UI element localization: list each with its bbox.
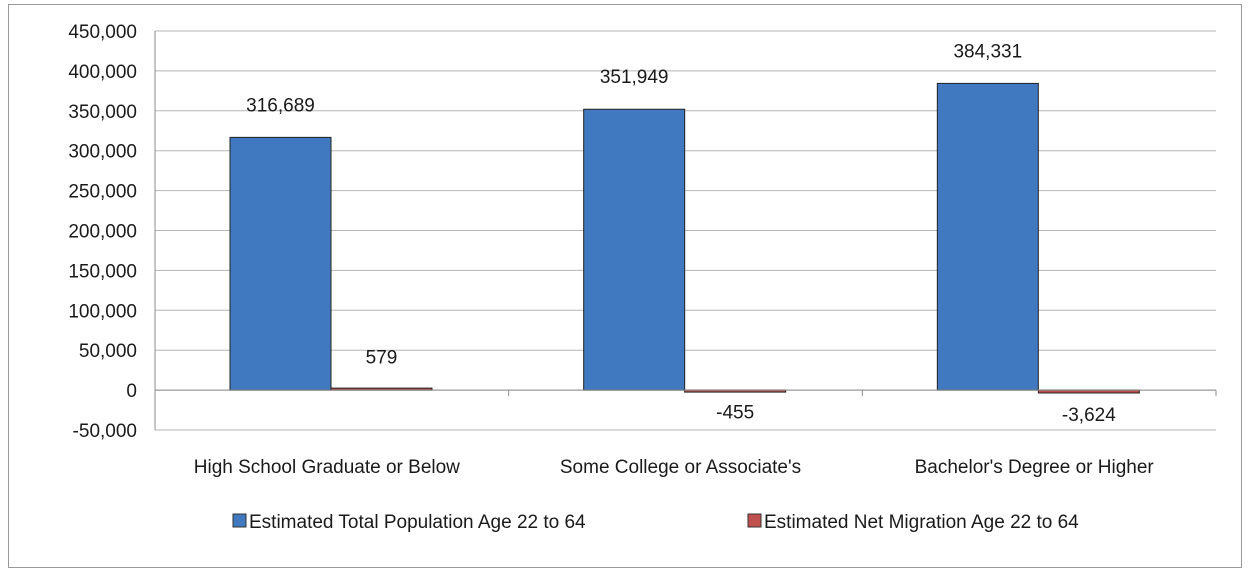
category-labels: High School Graduate or Below Some Colleg…: [194, 457, 1155, 478]
bars: [229, 82, 1140, 394]
data-label: 316,689: [246, 95, 315, 116]
legend: Estimated Total Population Age 22 to 64 E…: [232, 512, 1079, 533]
bar: [936, 82, 1039, 391]
y-tick-label: 250,000: [68, 182, 137, 203]
y-tick-label: 100,000: [68, 301, 137, 322]
y-tick-label: 0: [126, 381, 137, 402]
legend-swatch: [747, 513, 762, 528]
y-tick-label: 350,000: [68, 102, 137, 123]
y-tick-label: -50,000: [73, 421, 137, 442]
legend-label: Estimated Net Migration Age 22 to 64: [764, 512, 1079, 533]
bar: [583, 108, 686, 391]
legend-swatch: [232, 513, 247, 528]
y-tick-label: 200,000: [68, 222, 137, 243]
category-label: Some College or Associate's: [560, 457, 801, 478]
category-label: High School Graduate or Below: [194, 457, 460, 478]
y-tick-label: 450,000: [68, 22, 137, 43]
legend-label: Estimated Total Population Age 22 to 64: [249, 512, 586, 533]
data-label: 579: [366, 348, 398, 369]
data-labels: 316,689 351,949 384,331 579 -455 -3,624: [246, 41, 1116, 426]
data-label: -3,624: [1062, 405, 1116, 426]
y-tick-label: 50,000: [79, 341, 137, 362]
y-tick-label: 400,000: [68, 62, 137, 83]
category-label: Bachelor's Degree or Higher: [915, 457, 1155, 478]
y-tick-label: 150,000: [68, 261, 137, 282]
axes: [154, 31, 1217, 430]
bar: [229, 136, 332, 391]
data-label: 384,331: [953, 41, 1022, 62]
y-axis-ticks: -50,000 0 50,000 100,000 150,000 200,000 250,0…: [68, 22, 137, 442]
data-label: 351,949: [600, 67, 669, 88]
data-label: -455: [716, 402, 754, 423]
y-tick-label: 300,000: [68, 142, 137, 163]
